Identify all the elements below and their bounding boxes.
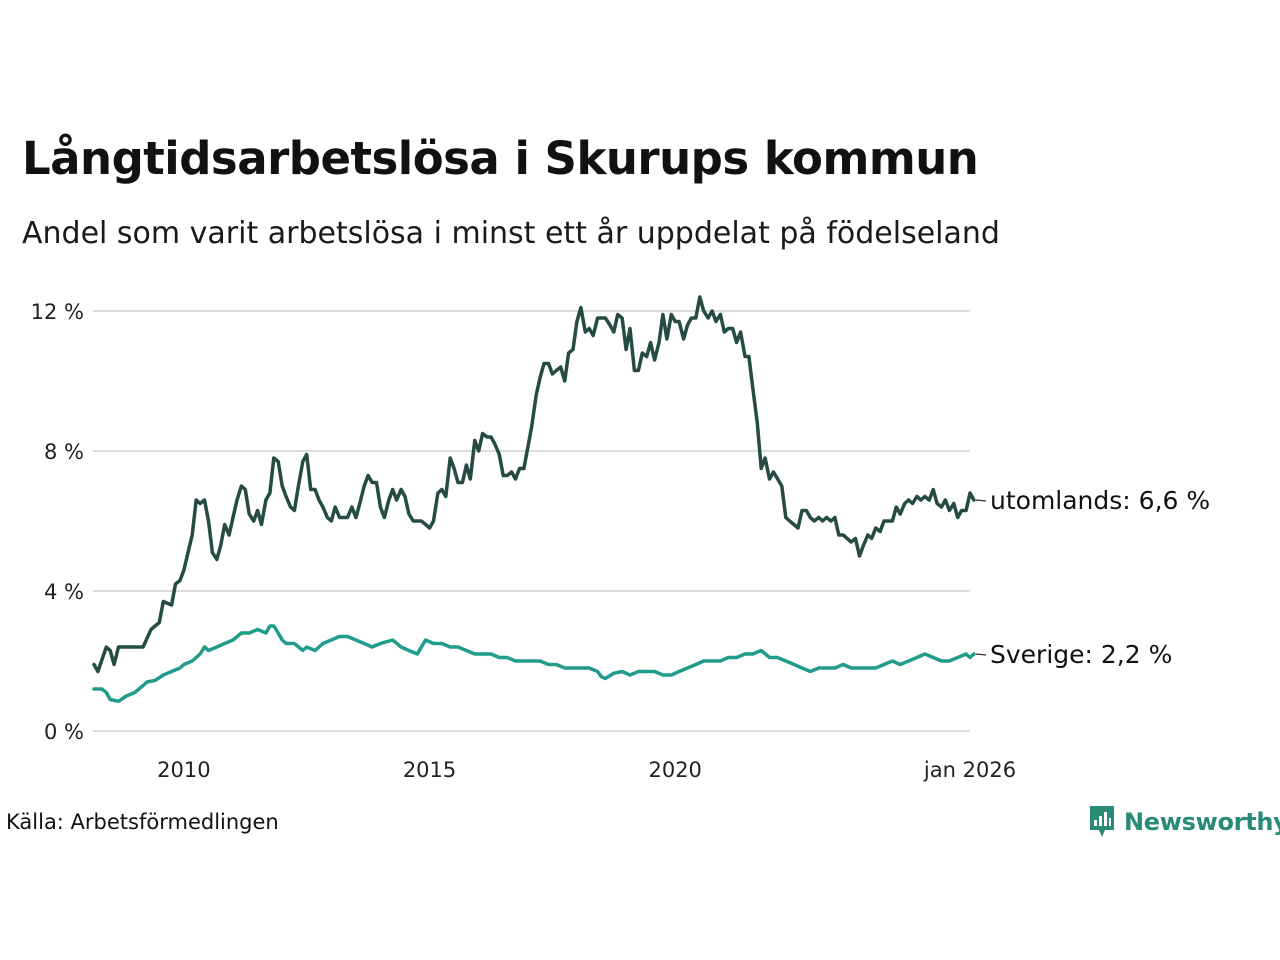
x-tick-label: 2015 <box>403 758 456 782</box>
series-label-leader <box>975 499 987 502</box>
series-lines <box>92 295 976 704</box>
y-tick-label: 8 % <box>44 440 84 464</box>
brand-name: Newsworthy <box>1124 808 1280 836</box>
series-line-sverige <box>92 624 976 704</box>
y-tick-label: 0 % <box>44 720 84 744</box>
y-axis-labels: 0 % 4 % 8 % 12 % <box>31 300 84 744</box>
series-end-label-utomlands: utomlands: 6,6 % <box>990 486 1210 515</box>
series-line-utomlands <box>92 295 976 674</box>
series-end-label-sverige: Sverige: 2,2 % <box>990 640 1172 669</box>
series-end-labels: utomlands: 6,6 % Sverige: 2,2 % <box>975 486 1210 669</box>
gridlines <box>93 310 970 732</box>
x-axis-labels: 2010 2015 2020 jan 2026 <box>157 758 1016 782</box>
y-tick-label: 4 % <box>44 580 84 604</box>
y-tick-label: 12 % <box>31 300 84 324</box>
source-note: Källa: Arbetsförmedlingen <box>6 810 279 834</box>
chart-subtitle: Andel som varit arbetslösa i minst ett å… <box>22 216 1000 251</box>
x-tick-label: 2010 <box>157 758 210 782</box>
x-tick-label: 2020 <box>648 758 701 782</box>
x-tick-label: jan 2026 <box>923 758 1016 782</box>
series-label-leader <box>975 653 987 656</box>
newsworthy-logo-icon <box>1090 806 1114 837</box>
chart-title: Långtidsarbetslösa i Skurups kommun <box>22 132 979 185</box>
brand-logo: Newsworthy <box>1088 804 1280 840</box>
